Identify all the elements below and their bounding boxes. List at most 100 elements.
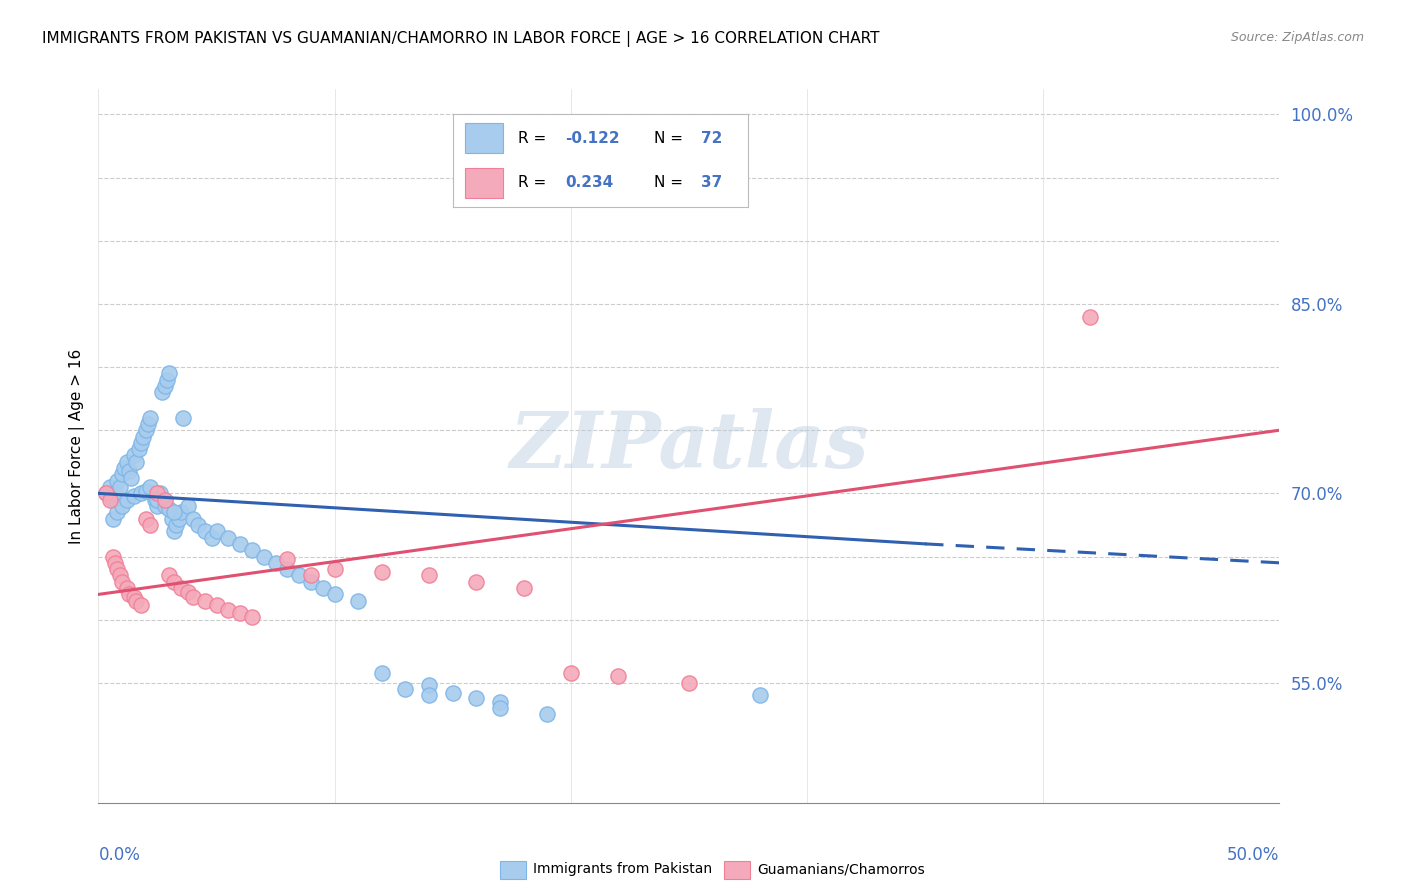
Point xyxy=(115,581,138,595)
Point xyxy=(394,682,416,697)
Point xyxy=(125,593,148,607)
Point xyxy=(323,587,346,601)
Point xyxy=(111,467,134,482)
Point xyxy=(108,568,131,582)
Point xyxy=(181,511,204,525)
Point xyxy=(194,593,217,607)
Point xyxy=(101,511,124,525)
Point xyxy=(347,593,370,607)
Point xyxy=(229,537,252,551)
Point xyxy=(748,689,770,703)
Point xyxy=(115,455,138,469)
Point xyxy=(135,483,157,498)
Point xyxy=(136,417,159,431)
Point xyxy=(98,492,121,507)
Point xyxy=(418,678,440,692)
Point xyxy=(512,581,534,595)
Text: IMMIGRANTS FROM PAKISTAN VS GUAMANIAN/CHAMORRO IN LABOR FORCE | AGE > 16 CORRELA: IMMIGRANTS FROM PAKISTAN VS GUAMANIAN/CH… xyxy=(42,31,880,47)
Point xyxy=(201,531,224,545)
Point xyxy=(371,665,394,680)
Point xyxy=(129,435,152,450)
Point xyxy=(678,675,700,690)
Point xyxy=(299,574,322,589)
Point xyxy=(607,669,630,683)
Y-axis label: In Labor Force | Age > 16: In Labor Force | Age > 16 xyxy=(69,349,84,543)
Point xyxy=(129,486,152,500)
Point xyxy=(163,524,186,539)
Point xyxy=(104,486,127,500)
Point xyxy=(146,499,169,513)
Point xyxy=(104,556,127,570)
Text: Source: ZipAtlas.com: Source: ZipAtlas.com xyxy=(1230,31,1364,45)
Point xyxy=(153,379,176,393)
Point xyxy=(129,598,152,612)
Point xyxy=(170,505,193,519)
Point xyxy=(156,373,179,387)
Point xyxy=(121,471,143,485)
Point xyxy=(240,543,263,558)
Point xyxy=(142,486,165,500)
Point xyxy=(165,517,187,532)
Point xyxy=(181,590,204,604)
Point xyxy=(105,505,128,519)
Point xyxy=(240,610,263,624)
Point xyxy=(98,480,121,494)
Point xyxy=(536,707,558,722)
Point xyxy=(177,499,200,513)
Point xyxy=(465,574,488,589)
Point xyxy=(157,367,180,381)
Point xyxy=(122,590,145,604)
Point xyxy=(163,574,186,589)
Point xyxy=(125,455,148,469)
Point xyxy=(229,607,252,621)
Point xyxy=(170,581,193,595)
Point xyxy=(489,695,512,709)
Point xyxy=(118,464,141,478)
Point xyxy=(101,492,124,507)
Point xyxy=(371,565,394,579)
Point xyxy=(149,486,172,500)
Point xyxy=(146,486,169,500)
Point xyxy=(205,524,228,539)
Point xyxy=(115,492,138,507)
Point xyxy=(560,665,582,680)
Point xyxy=(194,524,217,539)
Point xyxy=(187,517,209,532)
Point xyxy=(264,556,287,570)
Point xyxy=(112,461,135,475)
Point xyxy=(143,492,166,507)
Point xyxy=(163,505,186,519)
Point xyxy=(146,492,169,507)
Point xyxy=(108,480,131,494)
Point xyxy=(276,562,298,576)
Bar xyxy=(501,862,526,880)
Point xyxy=(177,585,200,599)
Point xyxy=(94,486,117,500)
Point xyxy=(465,690,488,705)
Point xyxy=(312,581,335,595)
Bar xyxy=(724,862,751,880)
Point xyxy=(132,429,155,443)
Point xyxy=(135,423,157,437)
Point xyxy=(288,568,311,582)
Point xyxy=(105,474,128,488)
Point xyxy=(94,486,117,500)
Point xyxy=(418,568,440,582)
Point xyxy=(153,499,176,513)
Point xyxy=(122,489,145,503)
Point xyxy=(489,701,512,715)
Point xyxy=(217,531,239,545)
Point xyxy=(139,480,162,494)
Point xyxy=(157,501,180,516)
Point xyxy=(139,410,162,425)
Point xyxy=(323,562,346,576)
Point xyxy=(217,602,239,616)
Point xyxy=(135,511,157,525)
Text: ZIPatlas: ZIPatlas xyxy=(509,408,869,484)
Point xyxy=(150,385,173,400)
Point xyxy=(418,689,440,703)
Point xyxy=(299,568,322,582)
Point xyxy=(276,552,298,566)
Point xyxy=(253,549,276,564)
Text: Immigrants from Pakistan: Immigrants from Pakistan xyxy=(533,863,713,876)
